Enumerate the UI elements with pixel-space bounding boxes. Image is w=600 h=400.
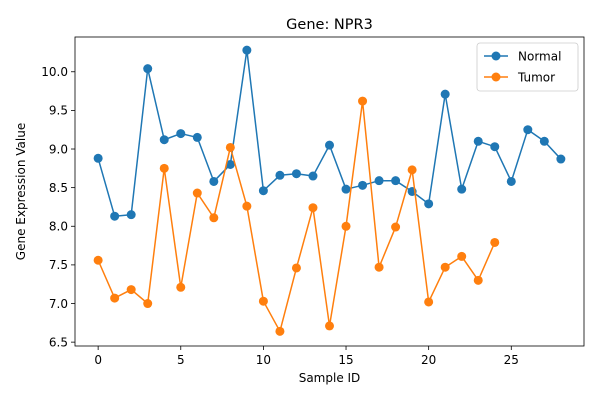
- legend-marker-normal: [491, 51, 501, 61]
- data-point-tumor: [473, 275, 483, 285]
- data-point-normal: [490, 142, 500, 152]
- y-tick-label: 8.0: [49, 220, 68, 234]
- data-point-normal: [242, 45, 252, 55]
- x-axis-ticks: 0 5 10 15 20 25: [94, 346, 519, 367]
- x-tick-label: 0: [94, 353, 102, 367]
- y-tick-label: 7.5: [49, 258, 68, 272]
- data-point-normal: [209, 176, 219, 186]
- data-point-tumor: [143, 299, 153, 309]
- x-tick-label: 10: [256, 353, 271, 367]
- data-point-tumor: [242, 201, 252, 211]
- data-point-tumor: [391, 222, 401, 232]
- data-point-tumor: [407, 165, 417, 175]
- x-tick-label: 20: [421, 353, 436, 367]
- x-axis-label: Sample ID: [299, 371, 361, 385]
- data-point-normal: [539, 136, 549, 146]
- data-point-normal: [506, 176, 516, 186]
- data-point-normal: [341, 184, 351, 194]
- data-point-normal: [110, 211, 120, 221]
- data-point-normal: [457, 184, 467, 194]
- data-point-normal: [556, 154, 566, 164]
- data-point-normal: [143, 64, 153, 74]
- data-point-normal: [93, 153, 103, 163]
- legend: Normal Tumor: [476, 42, 579, 92]
- data-point-normal: [159, 135, 169, 145]
- data-point-tumor: [93, 255, 103, 265]
- y-axis-label: Gene Expression Value: [14, 123, 28, 260]
- y-tick-label: 8.5: [49, 181, 68, 195]
- legend-label-normal: Normal: [518, 50, 561, 64]
- chart-title: Gene: NPR3: [286, 17, 373, 33]
- data-point-normal: [291, 169, 301, 179]
- data-point-tumor: [159, 163, 169, 173]
- x-tick-label: 15: [338, 353, 353, 367]
- y-axis-ticks: 6.5 7.0 7.5 8.0 8.5 9.0 9.5 10.0: [41, 65, 75, 349]
- data-point-tumor: [192, 188, 202, 198]
- data-point-normal: [391, 176, 401, 186]
- data-point-tumor: [275, 326, 285, 336]
- data-point-normal: [308, 171, 318, 181]
- data-point-normal: [523, 125, 533, 135]
- data-point-normal: [225, 159, 235, 169]
- data-point-normal: [192, 132, 202, 142]
- data-point-normal: [358, 180, 368, 190]
- data-point-tumor: [457, 251, 467, 261]
- data-point-tumor: [258, 296, 268, 306]
- data-point-normal: [258, 186, 268, 196]
- data-point-tumor: [374, 262, 384, 272]
- y-tick-label: 7.0: [49, 297, 68, 311]
- data-point-tumor: [176, 282, 186, 292]
- legend-marker-tumor: [491, 72, 501, 82]
- data-point-normal: [325, 140, 334, 150]
- series-layer: [93, 45, 566, 336]
- data-point-tumor: [490, 237, 500, 247]
- data-point-normal: [424, 199, 434, 209]
- data-point-normal: [275, 170, 285, 180]
- data-point-tumor: [126, 285, 136, 295]
- data-point-tumor: [424, 297, 434, 307]
- y-tick-label: 6.5: [49, 335, 68, 349]
- data-point-tumor: [209, 213, 219, 223]
- data-point-tumor: [225, 142, 235, 152]
- data-point-tumor: [308, 203, 318, 213]
- x-tick-label: 25: [504, 353, 519, 367]
- data-point-normal: [374, 176, 384, 186]
- data-point-normal: [440, 89, 450, 99]
- data-point-tumor: [358, 96, 368, 106]
- data-point-tumor: [110, 293, 120, 303]
- y-tick-label: 9.5: [49, 104, 68, 118]
- y-tick-label: 10.0: [41, 65, 68, 79]
- data-point-tumor: [325, 321, 334, 331]
- y-tick-label: 9.0: [49, 142, 68, 156]
- data-point-tumor: [341, 221, 351, 231]
- data-point-tumor: [291, 263, 301, 273]
- data-point-normal: [126, 210, 136, 220]
- data-point-tumor: [440, 262, 450, 272]
- data-point-normal: [176, 129, 186, 139]
- data-point-normal: [473, 136, 483, 146]
- legend-frame: [476, 42, 579, 92]
- legend-label-tumor: Tumor: [517, 71, 555, 85]
- x-tick-label: 5: [177, 353, 185, 367]
